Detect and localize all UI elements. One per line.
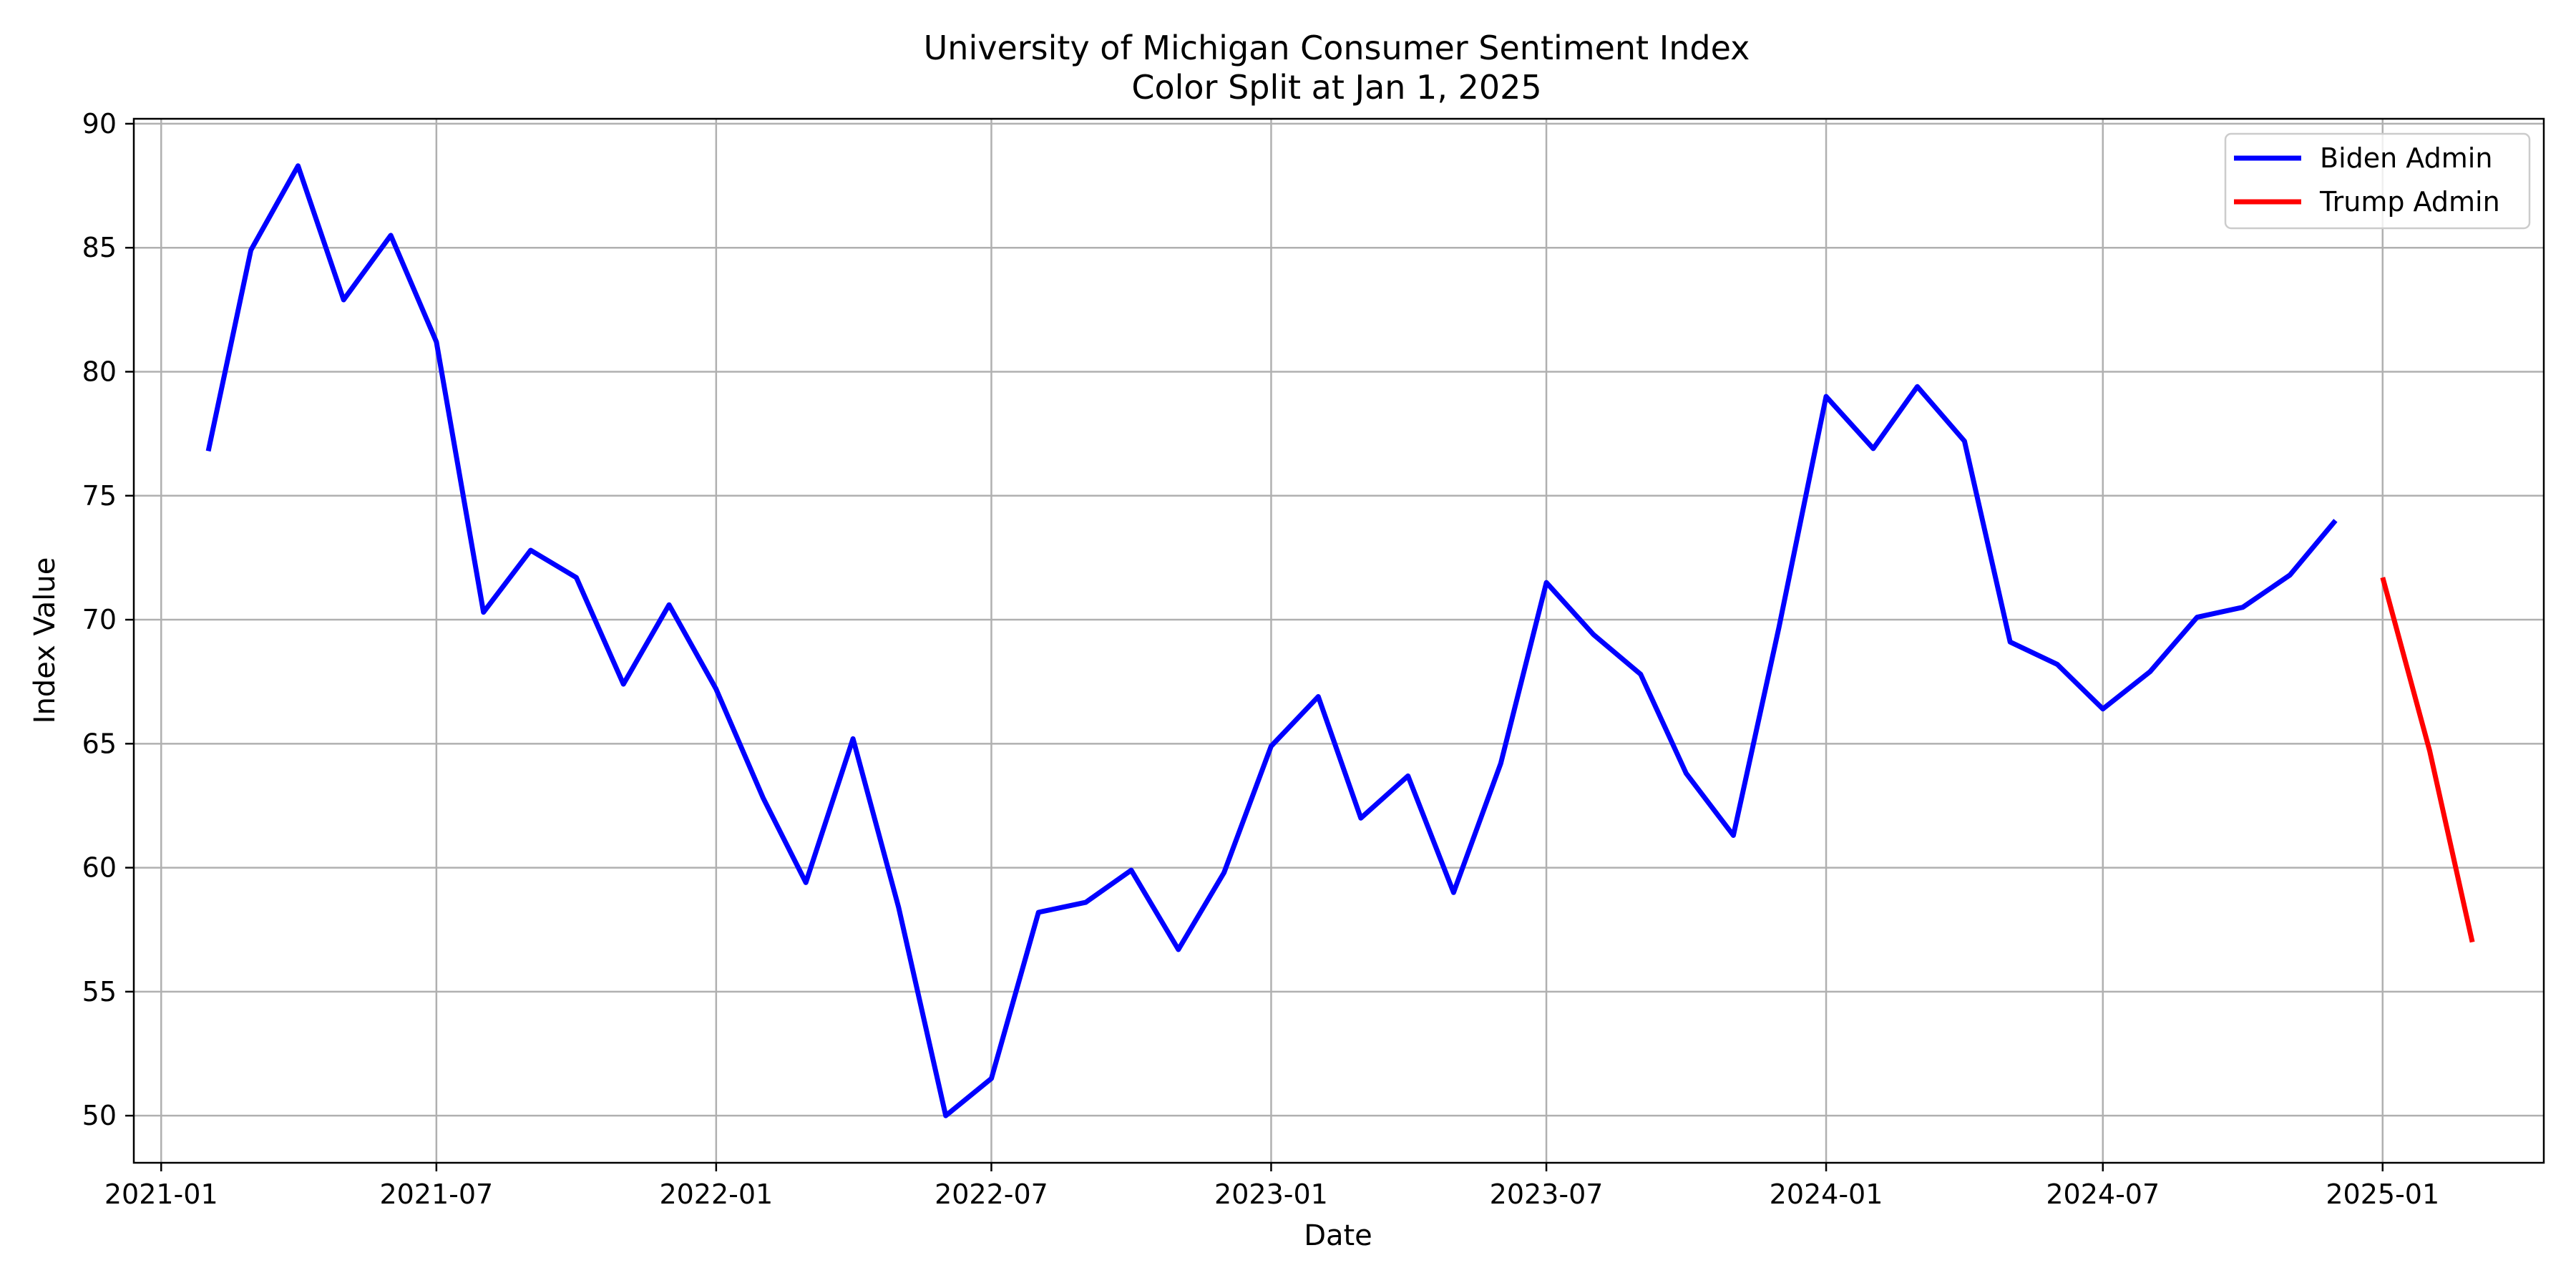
x-axis-label: Date	[1304, 1219, 1372, 1252]
x-tick-label: 2024-01	[1770, 1179, 1883, 1210]
x-tick-label: 2021-07	[379, 1179, 493, 1210]
x-tick-label: 2023-07	[1490, 1179, 1604, 1210]
x-tick-label: 2024-07	[2046, 1179, 2160, 1210]
y-tick-label: 55	[82, 976, 117, 1008]
chart-subtitle: Color Split at Jan 1, 2025	[1131, 68, 1541, 107]
y-tick-label: 85	[82, 232, 117, 263]
y-tick-label: 65	[82, 728, 117, 759]
y-tick-label: 90	[82, 108, 117, 140]
grid-lines	[134, 119, 2544, 1163]
y-axis-label: Index Value	[29, 557, 62, 724]
chart-title: University of Michigan Consumer Sentimen…	[924, 29, 1750, 67]
series-layer	[205, 163, 2475, 1118]
y-tick-label: 75	[82, 480, 117, 512]
axis-ticks: 2021-01 2021-07 2022-01 2022-07 2023-01 2023-…	[82, 108, 2440, 1210]
y-tick-label: 50	[82, 1100, 117, 1131]
legend-label-biden: Biden Admin	[2320, 142, 2492, 174]
series-line-trump	[2380, 577, 2475, 943]
legend: Biden Admin Trump Admin	[2224, 132, 2531, 230]
y-tick-label: 60	[82, 852, 117, 884]
series-line-biden	[205, 163, 2338, 1118]
x-tick-label: 2021-01	[104, 1179, 218, 1210]
x-tick-label: 2022-01	[659, 1179, 773, 1210]
x-tick-label: 2023-01	[1214, 1179, 1328, 1210]
x-tick-label: 2025-01	[2326, 1179, 2439, 1210]
x-tick-label: 2022-07	[935, 1179, 1048, 1210]
legend-label-trump: Trump Admin	[2319, 186, 2500, 218]
y-tick-label: 70	[82, 604, 117, 635]
legend-box	[2224, 132, 2531, 230]
plot-area	[132, 117, 2545, 1164]
y-tick-label: 80	[82, 356, 117, 387]
